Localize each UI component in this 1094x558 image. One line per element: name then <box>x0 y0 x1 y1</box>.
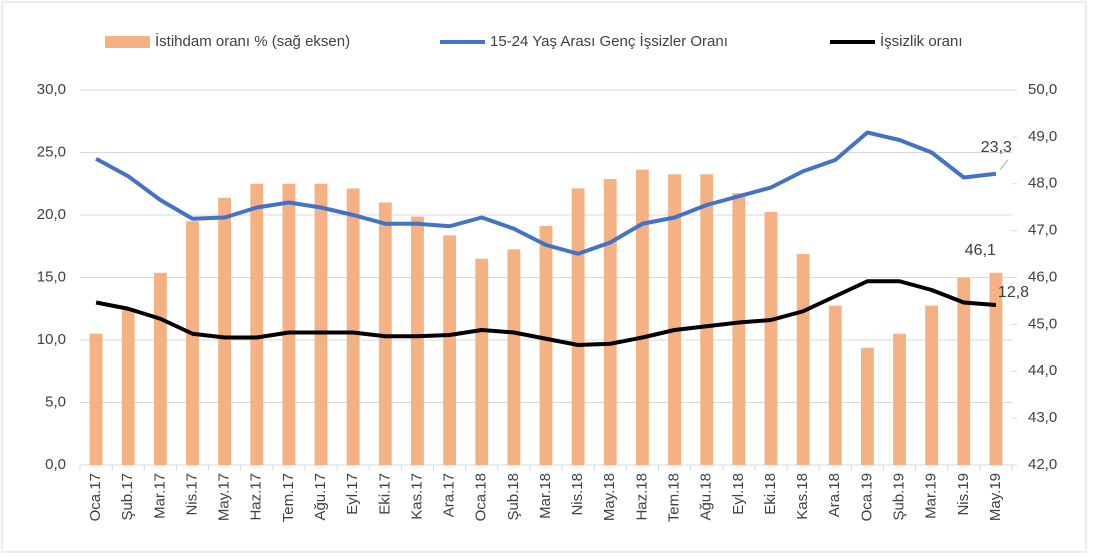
y-tick-label: 25,0 <box>37 143 66 160</box>
x-tick-label: Tem.17 <box>280 473 297 522</box>
x-tick-label: Haz.17 <box>248 473 265 521</box>
x-tick-label: May.18 <box>601 473 618 521</box>
x-tick-label: Haz.18 <box>633 473 650 521</box>
x-tick-label: May.17 <box>216 473 233 521</box>
bar <box>700 174 714 465</box>
x-tick-label: Şub.19 <box>890 473 907 521</box>
bar <box>443 235 457 465</box>
y2-tick-label: 49,0 <box>1028 128 1057 145</box>
y2-tick-label: 45,0 <box>1028 315 1057 332</box>
x-tick-label: Ağu.18 <box>698 473 715 521</box>
y2-tick-label: 42,0 <box>1028 456 1057 473</box>
bar <box>925 305 939 465</box>
bar <box>893 333 906 465</box>
x-tick-label: Nis.17 <box>183 473 200 516</box>
y-tick-label: 10,0 <box>37 331 66 348</box>
data-label: 46,1 <box>965 242 996 259</box>
x-tick-label: Mar.19 <box>923 473 940 519</box>
bar <box>314 183 328 465</box>
y2-tick-label: 44,0 <box>1028 362 1057 379</box>
x-tick-label: Nis.19 <box>955 473 972 516</box>
x-tick-label: Tem.18 <box>666 473 683 522</box>
bar <box>282 183 296 465</box>
bar <box>411 216 424 465</box>
x-tick-label: Eyl.17 <box>344 473 361 515</box>
data-label: 23,3 <box>981 139 1012 156</box>
bar <box>603 179 617 465</box>
bar <box>153 272 167 465</box>
y2-tick-label: 50,0 <box>1028 81 1057 98</box>
y-tick-label: 5,0 <box>45 393 66 410</box>
x-tick-label: Eyl.18 <box>730 473 747 515</box>
bar <box>989 272 1003 465</box>
legend-swatch <box>105 36 150 48</box>
bar <box>668 174 681 465</box>
x-tick-label: Kas.17 <box>408 473 425 520</box>
y-tick-label: 20,0 <box>37 206 66 223</box>
bar <box>732 193 746 465</box>
x-tick-label: Eki.17 <box>376 473 393 515</box>
line <box>95 130 997 256</box>
leader-line <box>999 159 1009 171</box>
x-tick-label: Mar.17 <box>151 473 168 519</box>
y2-tick-label: 48,0 <box>1028 175 1057 192</box>
x-tick-label: Oca.19 <box>858 473 875 521</box>
y-tick-label: 15,0 <box>37 268 66 285</box>
bar <box>218 197 232 465</box>
x-tick-label: Şub.18 <box>505 473 522 521</box>
x-tick-label: Şub.17 <box>119 473 136 521</box>
y2-tick-label: 46,0 <box>1028 268 1057 285</box>
y2-tick-label: 47,0 <box>1028 222 1057 239</box>
y2-tick-label: 43,0 <box>1028 409 1057 426</box>
x-tick-label: Ara.17 <box>441 473 458 517</box>
x-tick-label: Kas.18 <box>794 473 811 520</box>
x-tick-label: Ağu.17 <box>312 473 329 521</box>
bar <box>957 277 971 465</box>
legend-label: İşsizlik oranı <box>880 32 963 50</box>
legend-label: 15-24 Yaş Arası Genç İşsizler Oranı <box>490 32 728 50</box>
bar <box>250 183 264 465</box>
y-tick-label: 30,0 <box>37 81 66 98</box>
bar <box>571 188 585 465</box>
bar <box>828 305 842 465</box>
x-tick-label: May.19 <box>987 473 1004 521</box>
bar <box>764 211 778 465</box>
bar <box>186 221 199 465</box>
bar <box>539 225 553 465</box>
bar <box>378 202 392 465</box>
line <box>95 279 997 347</box>
x-tick-label: Ara.18 <box>826 473 843 517</box>
y-tick-label: 0,0 <box>45 456 66 473</box>
legend-label: İstihdam oranı % (sağ eksen) <box>155 32 350 50</box>
bar <box>860 347 874 465</box>
bar <box>635 169 649 465</box>
bar <box>346 188 360 465</box>
data-label: 12,8 <box>998 284 1029 301</box>
bar <box>475 258 489 465</box>
x-tick-label: Oca.18 <box>473 473 490 521</box>
x-tick-label: Oca.17 <box>87 473 104 521</box>
bar <box>507 249 521 465</box>
bar <box>121 310 135 465</box>
bar <box>89 333 103 465</box>
x-tick-label: Nis.18 <box>569 473 586 516</box>
x-tick-label: Eki.18 <box>762 473 779 515</box>
x-tick-label: Mar.18 <box>537 473 554 519</box>
bar <box>796 254 810 465</box>
